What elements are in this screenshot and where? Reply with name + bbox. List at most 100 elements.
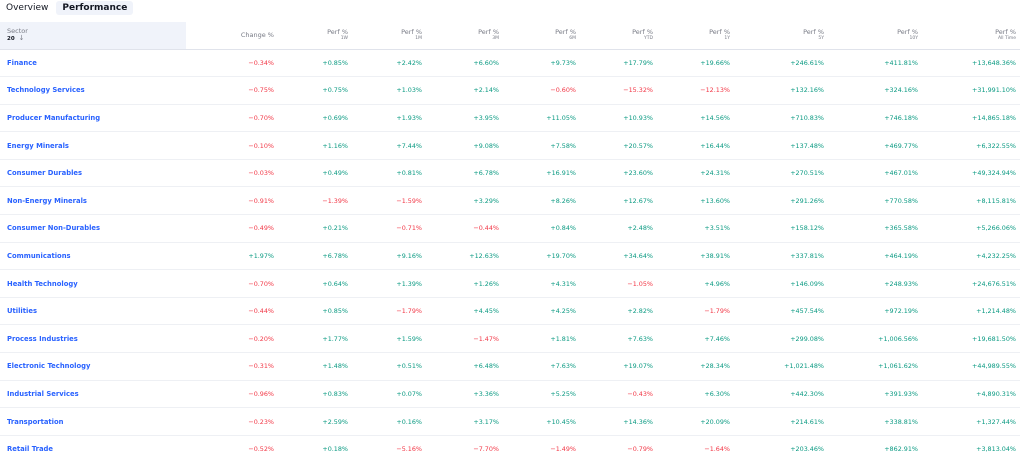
column-header-perf-10y[interactable]: Perf % 10Y bbox=[828, 22, 922, 50]
sector-name-link[interactable]: Electronic Technology bbox=[7, 362, 91, 371]
perf-cell: +337.81% bbox=[790, 251, 824, 260]
perf-cell: +0.07% bbox=[396, 389, 422, 398]
column-header-perf-6m[interactable]: Perf % 6M bbox=[503, 22, 580, 50]
perf-cell: −5.16% bbox=[396, 445, 422, 454]
sector-name-link[interactable]: Retail Trade bbox=[7, 445, 54, 454]
perf-cell: −15.32% bbox=[623, 86, 653, 95]
perf-header-label: Perf % bbox=[803, 28, 824, 37]
table-row[interactable]: Health Technology −0.70% +0.64% +1.39% +1.26… bbox=[0, 270, 1020, 298]
change-cell: −0.20% bbox=[248, 334, 274, 343]
column-header-sector[interactable]: Sector 20 ↓ bbox=[0, 22, 186, 50]
perf-header-label: Perf % bbox=[478, 28, 499, 37]
column-header-perf-all-time[interactable]: Perf % All Time bbox=[922, 22, 1020, 50]
tab-overview[interactable]: Overview bbox=[6, 3, 49, 13]
perf-cell: +11.05% bbox=[546, 113, 576, 122]
perf-cell: +0.18% bbox=[322, 445, 348, 454]
column-header-perf-1m[interactable]: Perf % 1M bbox=[352, 22, 426, 50]
perf-cell: +24,676.51% bbox=[972, 279, 1016, 288]
table-row[interactable]: Technology Services −0.75% +0.75% +1.03% +2.… bbox=[0, 77, 1020, 105]
sector-name-link[interactable]: Finance bbox=[7, 58, 37, 67]
perf-cell: −12.13% bbox=[700, 86, 730, 95]
perf-header-label: Perf % bbox=[995, 28, 1016, 37]
perf-cell: +14.36% bbox=[623, 417, 653, 426]
table-row[interactable]: Energy Minerals −0.10% +1.16% +7.44% +9.08% +… bbox=[0, 132, 1020, 160]
sector-name-link[interactable]: Consumer Non-Durables bbox=[7, 224, 101, 233]
perf-cell: +8,115.81% bbox=[976, 196, 1016, 205]
perf-cell: +457.54% bbox=[790, 307, 824, 316]
perf-cell: +2.59% bbox=[322, 417, 348, 426]
perf-cell: +3.29% bbox=[473, 196, 499, 205]
perf-cell: +13.60% bbox=[700, 196, 730, 205]
perf-cell: +1,006.56% bbox=[878, 334, 918, 343]
perf-cell: +34.64% bbox=[623, 251, 653, 260]
table-row[interactable]: Transportation −0.23% +2.59% +0.16% +3.17% +1… bbox=[0, 408, 1020, 436]
perf-cell: +1.59% bbox=[396, 334, 422, 343]
column-header-perf-1y[interactable]: Perf % 1Y bbox=[657, 22, 734, 50]
perf-cell: +5.25% bbox=[550, 389, 576, 398]
perf-cell: +0.81% bbox=[396, 169, 422, 178]
perf-cell: +2.48% bbox=[627, 224, 653, 233]
perf-cell: +464.19% bbox=[884, 251, 918, 260]
sector-name-link[interactable]: Industrial Services bbox=[7, 389, 79, 398]
perf-cell: +0.64% bbox=[322, 279, 348, 288]
column-header-perf-ytd[interactable]: Perf % YTD bbox=[580, 22, 657, 50]
perf-cell: +5,266.06% bbox=[976, 224, 1016, 233]
perf-cell: +31,991.10% bbox=[972, 86, 1016, 95]
table-header: Sector 20 ↓ Change % Perf % 1W Perf % 1M Perf… bbox=[0, 22, 1020, 50]
perf-cell: +28.34% bbox=[700, 362, 730, 371]
perf-cell: +158.12% bbox=[790, 224, 824, 233]
perf-cell: +6,322.55% bbox=[976, 141, 1016, 150]
change-cell: +1.97% bbox=[248, 251, 274, 260]
column-header-perf-5y[interactable]: Perf % 5Y bbox=[734, 22, 828, 50]
table-row[interactable]: Producer Manufacturing −0.70% +0.69% +1.93%… bbox=[0, 104, 1020, 132]
perf-cell: −1.79% bbox=[704, 307, 730, 316]
column-header-perf-3m[interactable]: Perf % 3M bbox=[426, 22, 503, 50]
table-row[interactable]: Electronic Technology −0.31% +1.48% +0.51% +… bbox=[0, 353, 1020, 381]
perf-cell: −0.60% bbox=[550, 86, 576, 95]
table-row[interactable]: Finance −0.34% +0.85% +2.42% +6.60% +9.73% +17… bbox=[0, 49, 1020, 77]
table-row[interactable]: Retail Trade −0.52% +0.18% −5.16% −7.70% −1.4… bbox=[0, 435, 1020, 456]
perf-cell: +0.85% bbox=[322, 307, 348, 316]
sector-name-link[interactable]: Utilities bbox=[7, 307, 37, 316]
table-row[interactable]: Communications +1.97% +6.78% +9.16% +12.63% +… bbox=[0, 242, 1020, 270]
sort-arrow-icon[interactable]: ↓ bbox=[18, 34, 25, 43]
perf-cell: +4.25% bbox=[550, 307, 576, 316]
perf-cell: +467.01% bbox=[884, 169, 918, 178]
table-row[interactable]: Utilities −0.44% +0.85% −1.79% +4.45% +4.25% +… bbox=[0, 297, 1020, 325]
sector-name-link[interactable]: Technology Services bbox=[7, 86, 85, 95]
perf-cell: +1,061.62% bbox=[878, 362, 918, 371]
tab-performance[interactable]: Performance bbox=[56, 1, 134, 15]
sector-name-link[interactable]: Non-Energy Minerals bbox=[7, 196, 87, 205]
perf-cell: +299.08% bbox=[790, 334, 824, 343]
table-row[interactable]: Consumer Non-Durables −0.49% +0.21% −0.71% −… bbox=[0, 215, 1020, 243]
perf-cell: +17.79% bbox=[623, 58, 653, 67]
table-row[interactable]: Process Industries −0.20% +1.77% +1.59% −1.4… bbox=[0, 325, 1020, 353]
perf-cell: +0.51% bbox=[396, 362, 422, 371]
sector-name-link[interactable]: Producer Manufacturing bbox=[7, 113, 101, 122]
perf-header-period: YTD bbox=[644, 36, 653, 42]
table-row[interactable]: Consumer Durables −0.03% +0.49% +0.81% +6.78… bbox=[0, 159, 1020, 187]
perf-cell: +4.31% bbox=[550, 279, 576, 288]
sector-name-link[interactable]: Consumer Durables bbox=[7, 169, 83, 178]
table-row[interactable]: Industrial Services −0.96% +0.83% +0.07% +3.… bbox=[0, 380, 1020, 408]
perf-cell: +214.61% bbox=[790, 417, 824, 426]
perf-cell: +862.91% bbox=[884, 445, 918, 454]
sector-name-link[interactable]: Energy Minerals bbox=[7, 141, 69, 150]
perf-cell: +7.46% bbox=[704, 334, 730, 343]
perf-cell: +442.30% bbox=[790, 389, 824, 398]
perf-header-period: 1W bbox=[340, 36, 348, 42]
perf-cell: +203.46% bbox=[790, 445, 824, 454]
perf-cell: +4,890.31% bbox=[976, 389, 1016, 398]
perf-cell: +8.26% bbox=[550, 196, 576, 205]
perf-cell: −1.79% bbox=[396, 307, 422, 316]
change-cell: −0.44% bbox=[248, 307, 274, 316]
change-cell: −0.96% bbox=[248, 389, 274, 398]
sector-name-link[interactable]: Communications bbox=[7, 251, 71, 260]
column-header-change[interactable]: Change % bbox=[186, 22, 278, 50]
perf-cell: −7.70% bbox=[473, 445, 499, 454]
table-row[interactable]: Non-Energy Minerals −0.91% −1.39% −1.59% +3.… bbox=[0, 187, 1020, 215]
column-header-perf-1w[interactable]: Perf % 1W bbox=[278, 22, 352, 50]
sector-name-link[interactable]: Transportation bbox=[7, 417, 64, 426]
sector-name-link[interactable]: Health Technology bbox=[7, 279, 78, 288]
sector-name-link[interactable]: Process Industries bbox=[7, 334, 78, 343]
